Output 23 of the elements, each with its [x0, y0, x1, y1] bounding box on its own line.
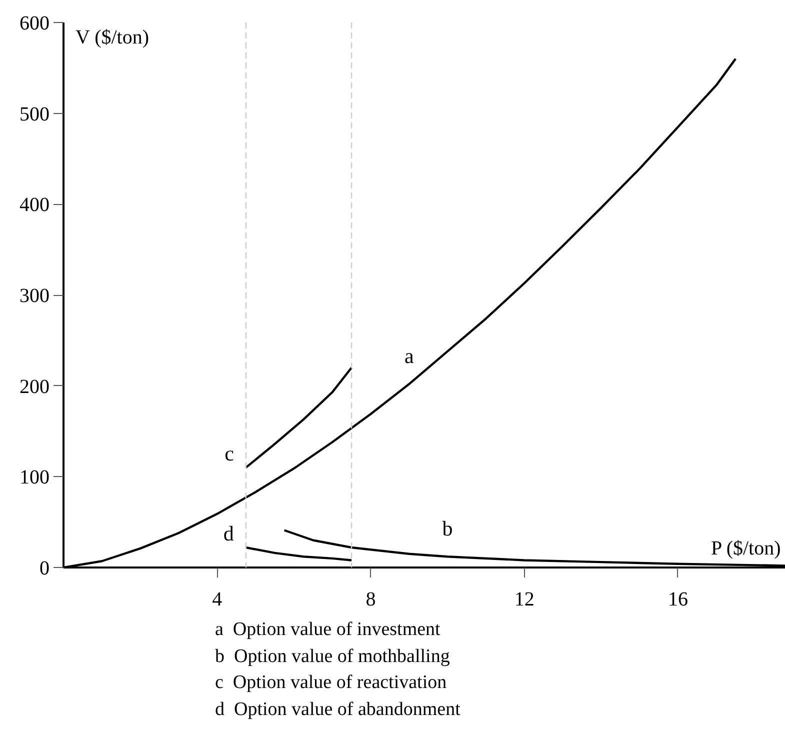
y-tick-label: 300 — [20, 285, 50, 307]
y-axis-title: V ($/ton) — [76, 26, 150, 48]
text: c Option value of reactivation — [215, 671, 448, 695]
x-tick-label: 16 — [668, 588, 688, 610]
x-axis-title: P ($/ton) — [710, 538, 781, 560]
y-tick-label: 0 — [40, 558, 50, 580]
y-tick-label: 100 — [20, 466, 50, 489]
line-series — [244, 546, 353, 562]
series-label: b — [442, 516, 453, 541]
y-tick-label: 600 — [20, 12, 50, 34]
series-label: a — [404, 344, 414, 368]
text: d Option value of abandonment — [215, 698, 460, 722]
x-tick-label: 4 — [212, 588, 222, 610]
x-tick-label: 8 — [366, 588, 376, 610]
line-series — [244, 366, 353, 469]
y-tick-label: 500 — [20, 103, 50, 126]
series-label: c — [224, 442, 234, 466]
y-tick-label: 400 — [20, 194, 50, 216]
series-label: d — [223, 522, 234, 546]
text: b Option value of mothballing — [215, 644, 451, 668]
text: a Option value of investment — [215, 618, 442, 642]
x-tick-label: 12 — [514, 588, 534, 610]
y-tick-label: 200 — [20, 376, 50, 398]
